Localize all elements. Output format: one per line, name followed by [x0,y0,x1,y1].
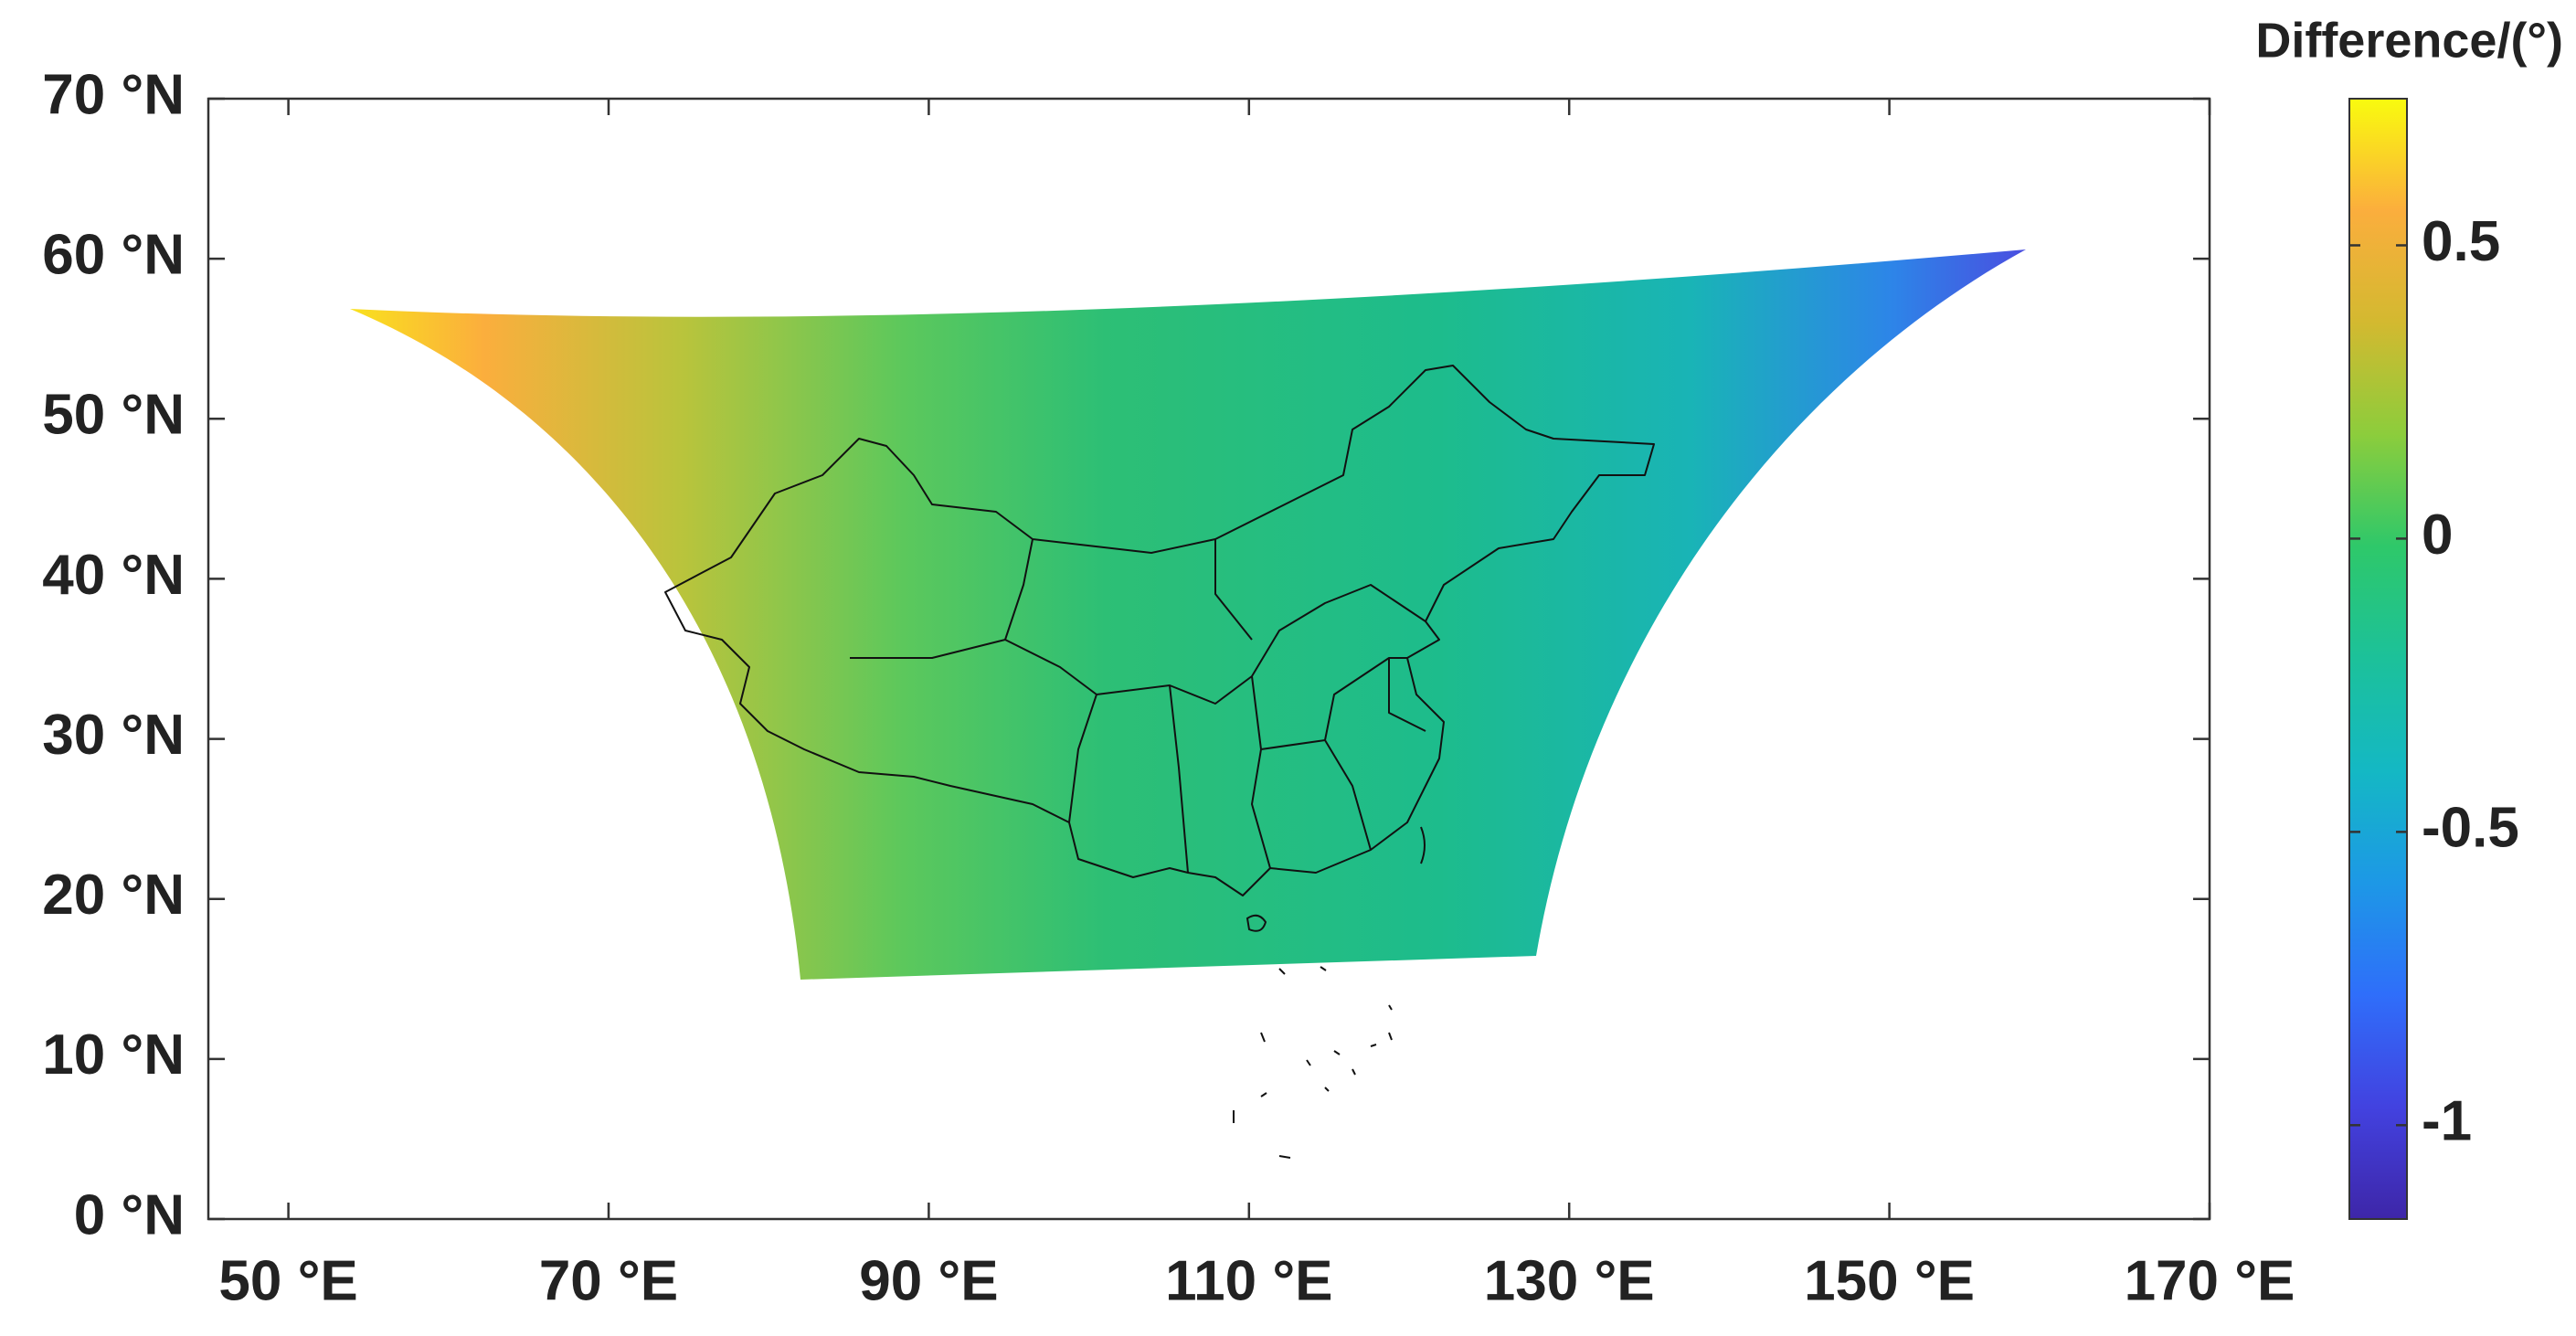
x-tick-label: 50 °E [218,1249,357,1312]
x-tick-label: 150 °E [1804,1249,1975,1312]
colorbar-tick-label: -0.5 [2422,797,2519,860]
y-tick-label: 70 °N [42,63,185,126]
x-tick-label: 170 °E [2125,1249,2295,1312]
y-tick-label: 0 °N [74,1183,185,1246]
colorbar-tick-label: -1 [2422,1090,2472,1153]
y-tick-label: 50 °N [42,384,185,447]
y-tick-label: 20 °N [42,864,185,927]
x-tick-label: 130 °E [1484,1249,1655,1312]
colorbar [2348,98,2408,1220]
taiwan-outline [1420,826,1426,864]
province-lines [850,538,1426,874]
island-dashes [1233,966,1393,1159]
y-tick-label: 40 °N [42,544,185,607]
y-tick-label: 60 °N [42,224,185,287]
difference-field [350,249,2026,980]
colorbar-tick-label: 0.5 [2422,210,2500,273]
colorbar-tick-label: 0 [2422,504,2453,567]
y-tick-label: 10 °N [42,1023,185,1087]
x-tick-label: 90 °E [859,1249,998,1312]
colorbar-title: Difference/(°) [2255,13,2563,68]
x-tick-label: 70 °E [539,1249,678,1312]
y-tick-label: 30 °N [42,704,185,767]
x-tick-label: 110 °E [1165,1249,1332,1312]
hainan-outline [1246,914,1267,932]
